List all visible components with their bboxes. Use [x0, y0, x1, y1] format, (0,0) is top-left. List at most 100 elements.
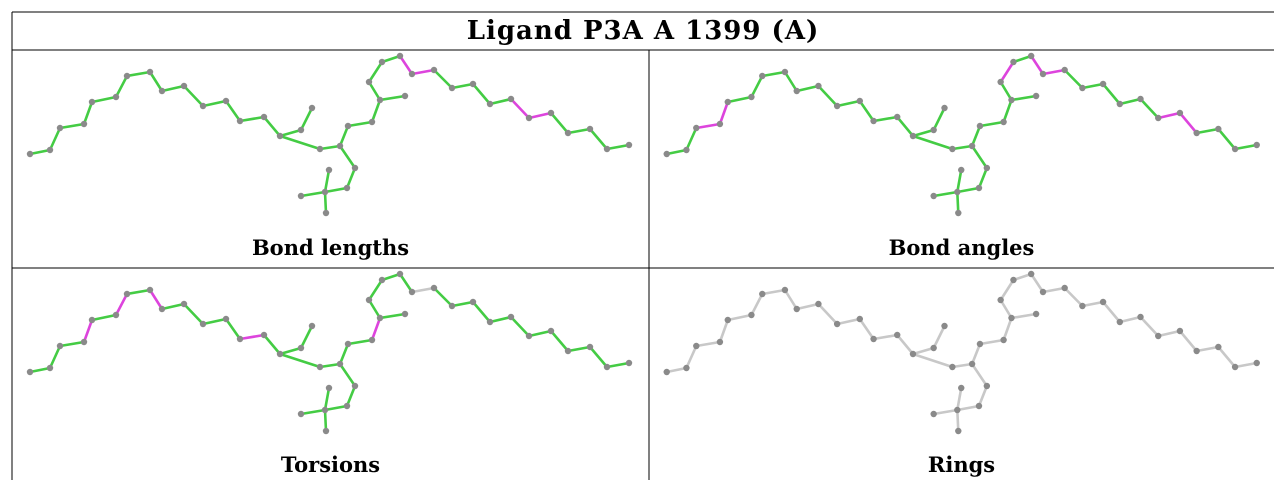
atom-37 [983, 164, 991, 172]
bond-2-3 [694, 340, 722, 348]
atom-29 [1116, 100, 1124, 108]
bond-3-4 [82, 100, 94, 126]
atom-27 [448, 302, 456, 310]
bond-6-7 [760, 288, 787, 296]
atom-1 [683, 146, 690, 154]
atom-41 [322, 209, 330, 217]
bond-31-32 [527, 111, 553, 120]
atom-7 [146, 286, 154, 294]
bond-21-43 [1010, 94, 1038, 102]
bond-1-2 [685, 344, 698, 370]
atom-9 [180, 82, 188, 90]
atom-4 [88, 98, 96, 106]
bond-5-6 [114, 74, 129, 99]
atom-19 [344, 340, 352, 348]
bond-39-41 [323, 190, 328, 215]
atom-37 [351, 382, 359, 390]
atom-17 [316, 363, 324, 371]
atom-5 [112, 93, 120, 101]
atom-5 [112, 311, 120, 319]
atom-29 [486, 100, 494, 108]
atom-0 [663, 150, 670, 158]
bond-14-17 [278, 134, 322, 151]
atom-22 [365, 296, 373, 304]
atom-24 [396, 52, 404, 60]
atom-15 [297, 126, 305, 134]
panel-bond-lengths: Bond lengths [12, 50, 649, 268]
bond-17-18 [318, 144, 342, 151]
bond-21-43 [1010, 312, 1038, 320]
bond-35-36 [605, 361, 631, 369]
bond-22-23 [367, 278, 384, 302]
bond-14-17 [911, 352, 954, 369]
atom-29 [1116, 318, 1124, 326]
atom-43 [401, 310, 409, 318]
atom-35 [603, 363, 611, 371]
atom-18 [968, 142, 976, 150]
atom-2 [56, 342, 64, 350]
bond-33-34 [566, 345, 592, 353]
bond-9-10 [817, 84, 839, 108]
bond-37-38 [977, 384, 989, 408]
bond-14-15 [278, 346, 303, 356]
atom-2 [693, 342, 700, 350]
bond-2-3 [694, 122, 722, 130]
bond-18-37 [338, 362, 357, 388]
bond-4-5 [726, 95, 753, 104]
bond-32-33 [549, 329, 570, 353]
bond-32-33 [549, 111, 570, 135]
atom-22 [997, 296, 1004, 304]
atom-25 [408, 288, 416, 296]
bond-11-12 [858, 99, 875, 123]
atom-11 [222, 315, 230, 323]
atom-13 [894, 113, 901, 121]
atom-26 [430, 66, 438, 74]
bond-33-34 [1195, 345, 1220, 353]
atom-17 [316, 145, 324, 153]
atom-12 [236, 335, 244, 343]
bond-24-25 [1029, 54, 1045, 76]
bond-29-30 [488, 97, 513, 106]
atom-31 [1155, 114, 1162, 122]
atom-15 [930, 344, 937, 352]
bond-21-22 [999, 298, 1013, 320]
atom-11 [222, 97, 230, 105]
atom-20 [368, 118, 376, 126]
bond-14-15 [911, 346, 935, 356]
bond-12-13 [238, 115, 266, 123]
atom-10 [833, 320, 841, 328]
atom-36 [1253, 141, 1260, 149]
atom-26 [430, 284, 438, 292]
bond-7-8 [148, 70, 164, 93]
bond-39-40 [299, 190, 327, 198]
atom-39 [954, 406, 961, 414]
bond-12-13 [872, 115, 899, 123]
atom-32 [547, 109, 555, 117]
caption-torsions: Torsions [280, 452, 381, 477]
bond-39-42 [323, 386, 331, 412]
atom-8 [158, 87, 166, 95]
bond-1-2 [48, 344, 62, 370]
bond-20-21 [1002, 316, 1013, 342]
atom-22 [997, 78, 1004, 86]
bond-39-41 [956, 408, 960, 433]
bond-1-2 [48, 126, 62, 152]
atom-4 [724, 316, 731, 324]
bond-6-7 [760, 70, 787, 78]
atom-34 [586, 125, 594, 133]
atom-34 [1215, 343, 1222, 351]
bond-32-33 [1178, 111, 1198, 135]
atom-24 [1027, 52, 1035, 60]
caption-rings: Rings [927, 452, 996, 477]
bond-11-12 [858, 317, 875, 341]
bond-28-29 [1101, 82, 1122, 106]
atom-32 [547, 327, 555, 335]
molecule-bond-angles [663, 52, 1260, 217]
bond-8-9 [795, 84, 820, 93]
bond-11-12 [224, 317, 242, 341]
bond-25-26 [410, 286, 436, 294]
atom-6 [759, 290, 766, 298]
atom-7 [146, 68, 154, 76]
bond-4-5 [726, 313, 753, 322]
